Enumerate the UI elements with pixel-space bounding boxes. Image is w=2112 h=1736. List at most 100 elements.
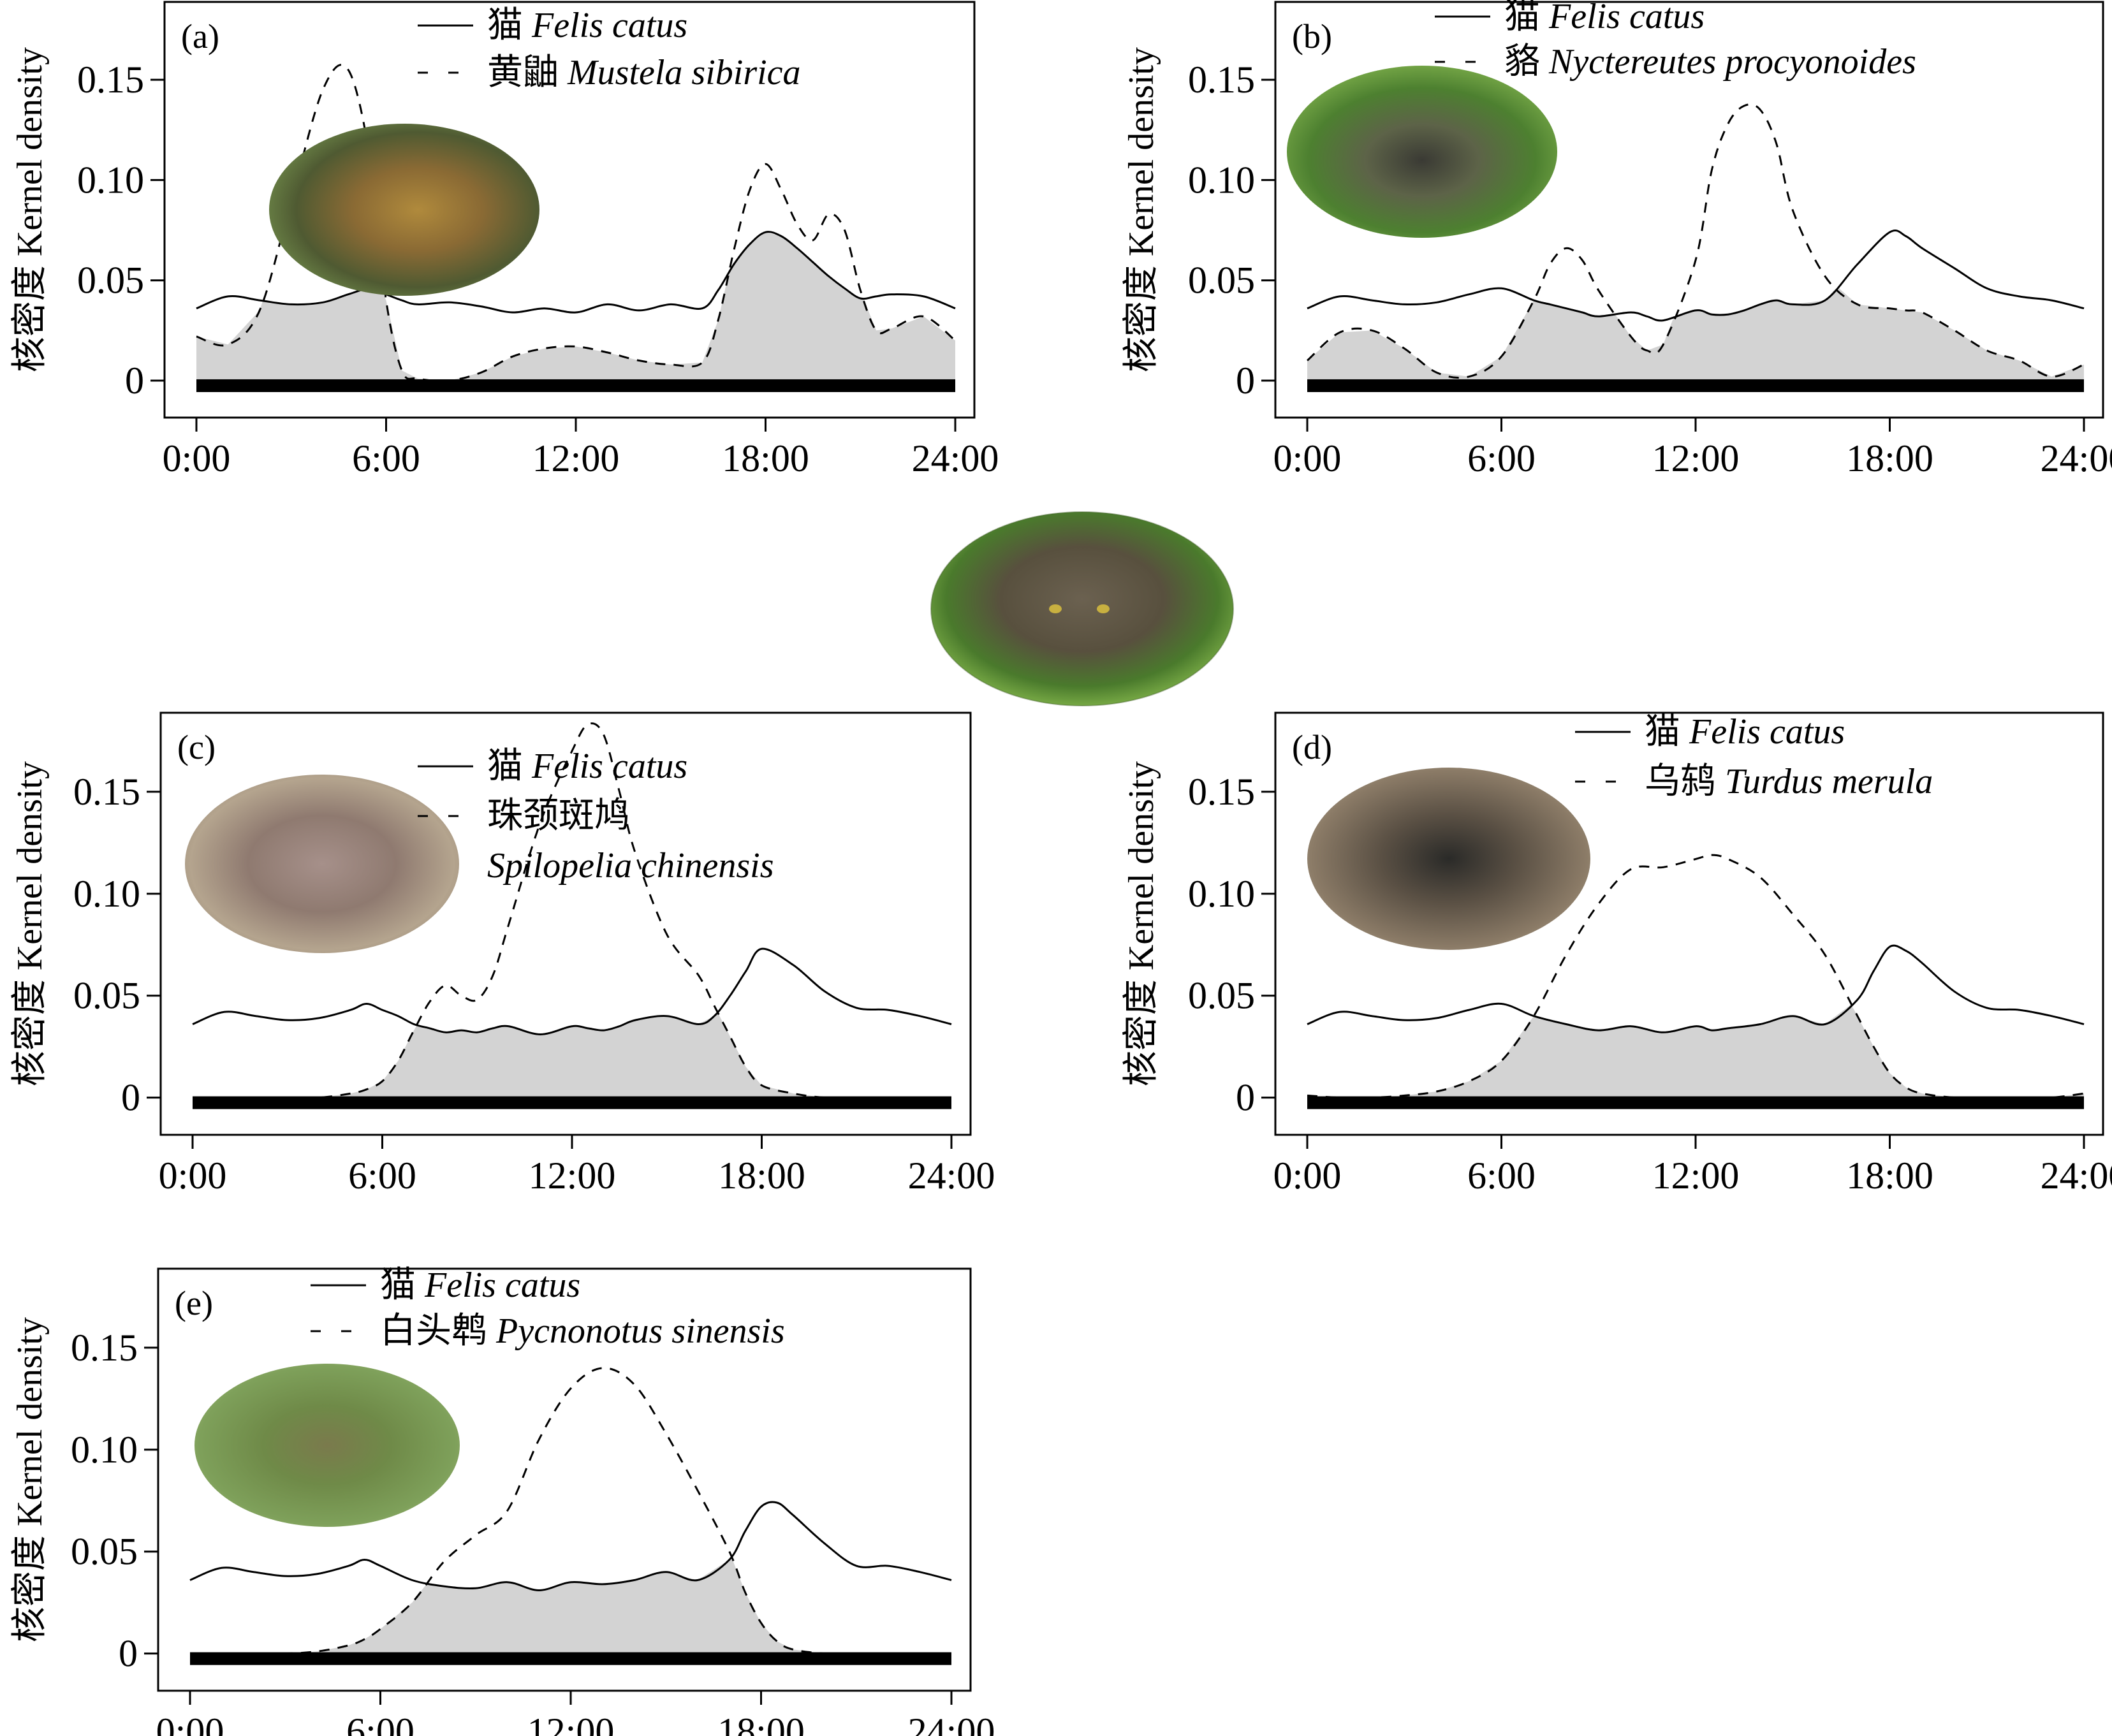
spilopelia-chinensis-photo [185, 775, 459, 953]
y-tick-label: 0.05 [73, 975, 140, 1017]
legend-entry: 珠颈斑鸠 [487, 796, 630, 836]
y-tick-label: 0 [119, 1633, 138, 1675]
panel-c: 0 0.05 0.10 0.15 0:00 6:00 12:00 18:00 24:00 核密度 … [10, 711, 995, 1197]
plot-frame [159, 711, 972, 1136]
legend-entry: 乌鸫 Turdus merula [1645, 762, 1933, 801]
x-tick-label: 18:00 [722, 437, 809, 479]
x-tick-label: 24:00 [908, 1710, 995, 1736]
x-tick-label: 0:00 [163, 437, 231, 479]
overlap-area [193, 1012, 951, 1098]
x-tick-label: 0:00 [1273, 1155, 1342, 1197]
series-line-felis-catus [192, 947, 952, 1036]
y-tick-label: 0 [121, 1077, 140, 1119]
overlap-area [1307, 1004, 2084, 1098]
legend-entry: 猫 Felis catus [487, 747, 687, 786]
y-tick-label: 0.05 [71, 1531, 138, 1573]
rug-strip [1307, 379, 2084, 392]
y-tick-label: 0.15 [73, 771, 140, 813]
y-tick-label: 0.10 [73, 873, 140, 915]
x-tick-label: 24:00 [912, 437, 999, 479]
y-axis-label: 核密度 Kernel density [10, 761, 50, 1086]
legend-entry: 猫 Felis catus [487, 6, 687, 45]
x-tick-label: 24:00 [2041, 437, 2112, 479]
x-tick-label: 18:00 [718, 1155, 805, 1197]
y-tick-label: 0.15 [1188, 771, 1255, 813]
x-tick-label: 18:00 [1846, 1155, 1933, 1197]
series-line-felis-catus [189, 1501, 952, 1592]
plot-frame [1274, 1, 2104, 419]
x-tick-label: 0:00 [1273, 437, 1342, 479]
pycnonotus-sinensis-photo [194, 1364, 460, 1527]
panel-label: (a) [181, 17, 219, 55]
series-line-prey [193, 722, 951, 1099]
x-tick-label: 18:00 [717, 1710, 805, 1736]
x-tick-label: 12:00 [529, 1155, 616, 1197]
panel-label: (e) [175, 1284, 213, 1322]
series-line-prey [1307, 103, 2085, 379]
y-axis-label: 核密度 Kernel density [10, 47, 50, 372]
y-tick-label: 0.10 [1188, 873, 1255, 915]
x-tick-label: 6:00 [348, 1155, 416, 1197]
y-tick-label: 0.10 [1188, 159, 1255, 201]
panel-b: 0 0.05 0.10 0.15 0:00 6:00 12:00 18:00 24:00 核密度 … [1122, 0, 2112, 479]
plot-frame [157, 1267, 972, 1692]
series-line-prey [1307, 854, 2085, 1099]
legend-entry: 白头鹎 Pycnonotus sinensis [380, 1311, 785, 1351]
x-tick-label: 6:00 [1467, 437, 1536, 479]
x-tick-label: 0:00 [156, 1710, 224, 1736]
rug-strip [190, 1652, 951, 1665]
nyctereutes-procyonoides-photo [1287, 66, 1557, 238]
x-tick-label: 0:00 [159, 1155, 227, 1197]
turdus-merula-photo [1307, 768, 1590, 950]
legend-entry: 猫 Felis catus [1645, 712, 1845, 752]
panel-label: (d) [1292, 728, 1332, 766]
x-tick-label: 6:00 [1467, 1155, 1536, 1197]
y-tick-label: 0.10 [71, 1429, 138, 1471]
y-axis-label: 核密度 Kernel density [1122, 47, 1161, 372]
plot-frame [1274, 711, 2104, 1136]
felis-catus-photo [930, 511, 1234, 706]
legend-entry: 猫 Felis catus [1504, 0, 1705, 36]
y-tick-label: 0.15 [1188, 59, 1255, 101]
x-tick-label: 12:00 [1652, 1155, 1740, 1197]
overlap-area [1307, 288, 2084, 381]
series-line-felis-catus [196, 231, 956, 314]
x-tick-label: 24:00 [2041, 1155, 2112, 1197]
x-tick-label: 12:00 [1652, 437, 1740, 479]
y-axis-label: 核密度 Kernel density [1122, 761, 1161, 1086]
rug-strip [193, 1096, 951, 1109]
series-line-felis-catus [1307, 229, 2085, 322]
overlap-area [196, 232, 955, 381]
legend-entry-latin: Spilopelia chinensis [487, 846, 774, 886]
y-tick-label: 0.15 [71, 1327, 138, 1369]
x-tick-label: 18:00 [1846, 437, 1933, 479]
y-tick-label: 0.05 [1188, 259, 1255, 302]
overlap-area [190, 1559, 951, 1654]
mustela-sibirica-photo [269, 124, 539, 296]
y-tick-label: 0 [125, 360, 144, 402]
panel-d: 0 0.05 0.10 0.15 0:00 6:00 12:00 18:00 24:00 核密度 … [1122, 711, 2112, 1197]
plot-frame [163, 1, 976, 419]
series-line-felis-catus [1307, 944, 2085, 1033]
y-tick-label: 0.05 [77, 259, 144, 302]
x-tick-label: 6:00 [346, 1710, 414, 1736]
y-tick-label: 0 [1236, 1077, 1255, 1119]
panel-a: 0 0.05 0.10 0.15 0:00 6:00 12:00 18:00 24:00 核密度 … [10, 1, 999, 479]
panel-e: 0 0.05 0.10 0.15 0:00 6:00 12:00 18:00 24:00 核密度 … [10, 1266, 995, 1736]
series-line-prey [196, 64, 956, 383]
rug-strip [196, 379, 955, 392]
x-tick-label: 6:00 [352, 437, 420, 479]
series-line-prey [189, 1367, 951, 1655]
legend-entry: 黄鼬 Mustela sibirica [487, 53, 801, 92]
y-tick-label: 0.10 [77, 159, 144, 201]
y-tick-label: 0 [1236, 360, 1255, 402]
legend-entry: 貉 Nyctereutes procyonoides [1504, 42, 1916, 82]
y-tick-label: 0.15 [77, 59, 144, 101]
panel-label: (b) [1292, 17, 1332, 55]
y-tick-label: 0.05 [1188, 975, 1255, 1017]
rug-strip [1307, 1096, 2084, 1109]
y-axis-label: 核密度 Kernel density [10, 1317, 50, 1642]
x-tick-label: 12:00 [532, 437, 620, 479]
x-tick-label: 24:00 [908, 1155, 995, 1197]
